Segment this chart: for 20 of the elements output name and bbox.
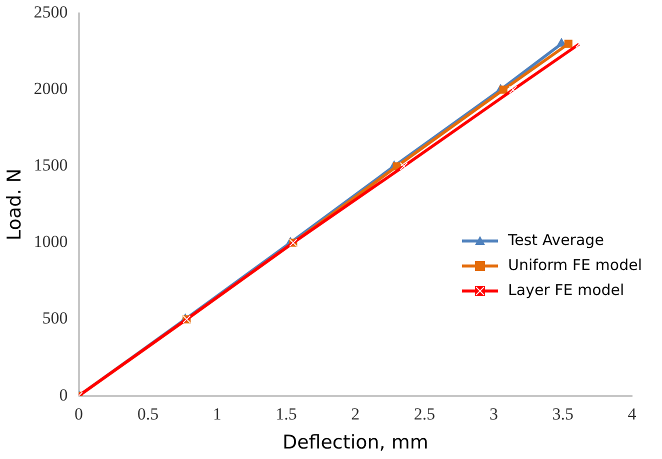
x-axis-title: Deflection, mm <box>282 432 428 454</box>
x-tick-label: 3 <box>489 404 498 424</box>
x-tick-label: 3.5 <box>552 404 574 424</box>
legend-label: Uniform FE model <box>508 255 642 276</box>
legend-label: Layer FE model <box>508 280 624 301</box>
y-tick-label: 0 <box>59 385 68 404</box>
y-tick-label: 500 <box>42 308 68 328</box>
legend-label: Test Average <box>508 230 604 251</box>
x-tick-label: 1.5 <box>276 404 297 424</box>
x-tick-label: 2 <box>351 404 360 424</box>
y-tick-label: 1000 <box>34 232 68 252</box>
x-tick-label: 0 <box>74 404 84 424</box>
x-tick-label: 1 <box>212 404 222 424</box>
x-tick-label: 4 <box>628 404 637 424</box>
y-tick-label: 2500 <box>34 2 68 22</box>
x-tick-label: 2.5 <box>414 404 436 424</box>
y-axis-title: Load. N <box>3 168 26 240</box>
y-tick-label: 1500 <box>34 156 68 175</box>
y-tick-label: 2000 <box>34 79 68 98</box>
x-tick-label: 0.5 <box>137 404 159 424</box>
